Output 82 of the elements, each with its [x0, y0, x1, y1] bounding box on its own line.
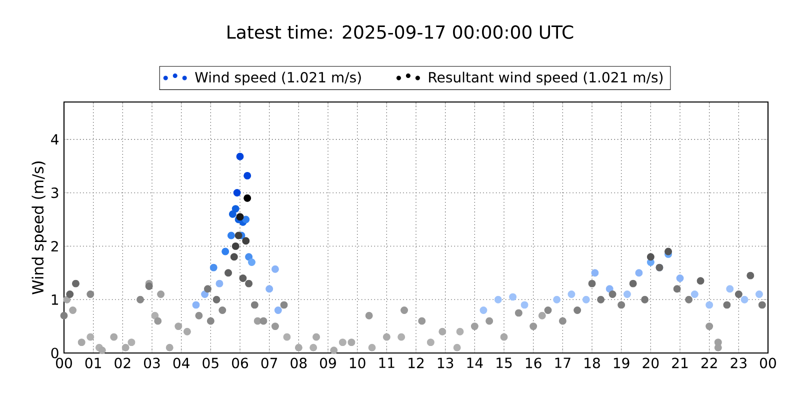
x-tick-label: 18: [584, 358, 600, 368]
x-tick-label: 05: [202, 358, 218, 368]
x-tick-label: 19: [614, 358, 630, 368]
point: [538, 312, 546, 320]
point: [128, 338, 136, 346]
y-tick-label: 4: [51, 134, 58, 144]
point: [192, 301, 200, 309]
point: [706, 301, 714, 309]
y-tick-label: 0: [51, 348, 58, 358]
point: [174, 322, 182, 330]
point: [228, 210, 236, 218]
point: [509, 293, 517, 301]
point: [676, 274, 684, 282]
x-tick-label: 03: [144, 358, 160, 368]
point: [248, 258, 256, 266]
x-tick-label: 22: [701, 358, 717, 368]
point: [210, 264, 218, 272]
point: [63, 296, 71, 304]
point: [216, 280, 224, 288]
point: [233, 189, 241, 197]
point: [236, 152, 244, 160]
y-tick-label: 2: [51, 240, 58, 252]
point: [244, 172, 252, 180]
x-tick-label: 17: [555, 358, 570, 368]
point: [227, 232, 235, 240]
x-tick-label: 15: [496, 358, 512, 368]
x-tick-label: 13: [438, 358, 454, 368]
x-tick-label: 21: [672, 358, 688, 368]
point: [274, 306, 282, 314]
y-tick-label: 3: [51, 187, 58, 198]
x-tick-label: 08: [290, 358, 307, 368]
point: [553, 296, 561, 304]
point: [426, 338, 434, 346]
x-tick-label: 00: [760, 358, 776, 368]
x-tick-label: 07: [261, 358, 278, 368]
point: [520, 301, 528, 309]
point: [157, 290, 165, 298]
point: [232, 205, 240, 213]
point: [480, 306, 488, 314]
point: [456, 328, 464, 336]
legend-label: Resultant wind speed (1.021 m/s): [429, 72, 663, 86]
chart-title: Latest time: 2025-09-17 00:00:00 UTC: [228, 24, 574, 39]
y-axis-title: Wind speed (m/s): [32, 161, 47, 294]
x-tick-label: 16: [526, 358, 542, 368]
point: [368, 344, 376, 352]
point: [568, 290, 576, 298]
x-tick-label: 02: [114, 358, 130, 368]
x-tick-label: 09: [320, 358, 336, 368]
point: [740, 296, 748, 304]
x-tick-label: 01: [85, 358, 101, 368]
point: [271, 265, 279, 273]
point: [222, 248, 230, 256]
point: [266, 285, 274, 293]
legend-label: Wind speed (1.021 m/s): [195, 72, 361, 86]
x-tick-label: 12: [408, 358, 424, 368]
x-tick-label: 04: [173, 358, 190, 368]
point: [310, 344, 318, 352]
x-tick-label: 10: [350, 358, 366, 368]
point: [151, 312, 159, 320]
point: [755, 290, 763, 298]
y-tick-label: 1: [52, 294, 58, 305]
x-tick-label: 11: [379, 358, 394, 368]
x-tick-label: 06: [232, 358, 248, 368]
point: [623, 290, 631, 298]
point: [398, 333, 406, 341]
x-tick-label: 23: [730, 358, 746, 368]
point: [582, 296, 590, 304]
point: [201, 290, 209, 298]
point: [69, 306, 77, 314]
point: [635, 269, 643, 277]
point: [690, 290, 698, 298]
point: [606, 285, 614, 293]
x-tick-label: 20: [642, 358, 659, 368]
point: [494, 296, 502, 304]
x-tick-label: 14: [467, 358, 483, 368]
point: [86, 333, 94, 341]
point: [591, 269, 599, 277]
point: [726, 285, 734, 293]
point: [338, 338, 346, 346]
point: [242, 216, 250, 224]
x-tick-label: 00: [56, 358, 72, 368]
point: [283, 333, 291, 341]
